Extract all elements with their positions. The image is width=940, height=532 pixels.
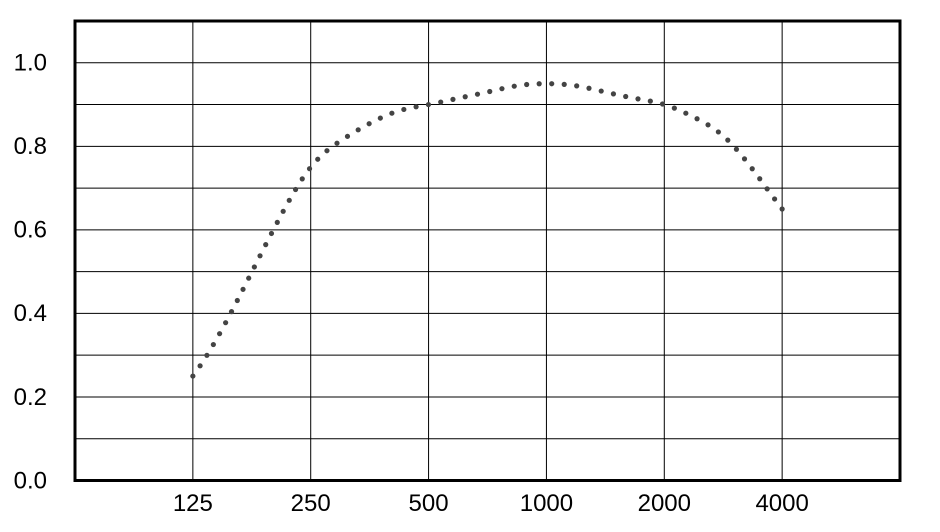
svg-text:2000: 2000	[638, 490, 691, 517]
svg-text:500: 500	[409, 490, 449, 517]
svg-text:0.0: 0.0	[14, 468, 47, 495]
svg-text:0.4: 0.4	[14, 300, 47, 327]
svg-text:125: 125	[173, 490, 213, 517]
svg-text:4000: 4000	[755, 490, 808, 517]
svg-text:0.8: 0.8	[14, 133, 47, 160]
svg-text:1000: 1000	[520, 490, 573, 517]
svg-text:0.6: 0.6	[14, 217, 47, 244]
svg-text:0.2: 0.2	[14, 384, 47, 411]
svg-text:1.0: 1.0	[14, 50, 47, 77]
svg-text:250: 250	[291, 490, 331, 517]
